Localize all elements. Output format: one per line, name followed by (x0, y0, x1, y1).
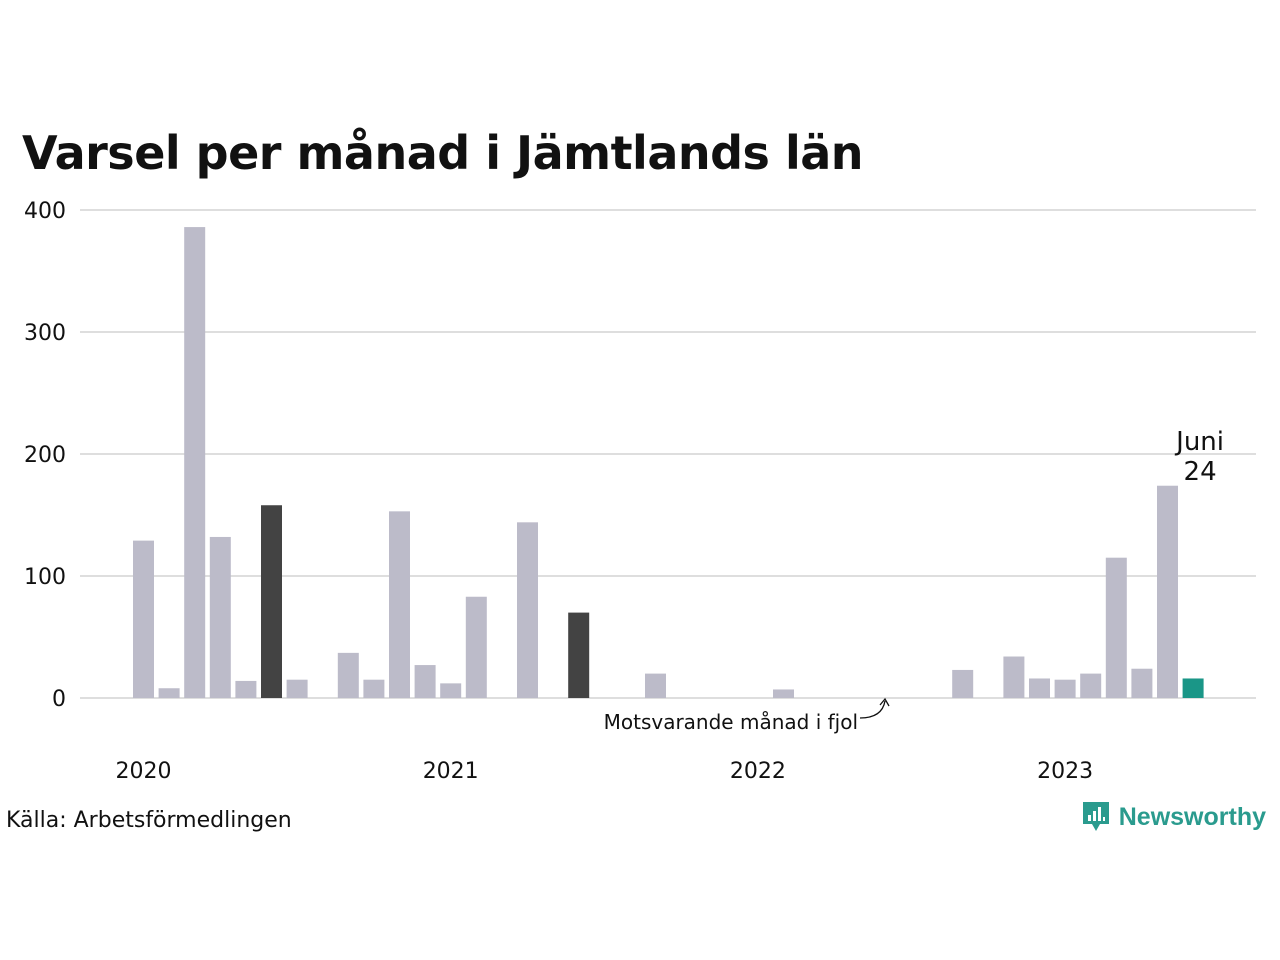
bar (465, 596, 487, 698)
bar (235, 680, 257, 698)
source-note: Källa: Arbetsförmedlingen (6, 808, 292, 833)
bar (337, 652, 359, 698)
x-tick-label: 2022 (730, 759, 786, 784)
y-axis-ticks: 0 100 200 300 400 (24, 199, 66, 712)
brand-name: Newsworthy (1118, 802, 1266, 831)
bar (1157, 485, 1178, 698)
bars (133, 227, 1204, 698)
bar (286, 679, 308, 698)
y-tick-label: 200 (24, 443, 66, 468)
y-tick-label: 0 (52, 687, 66, 712)
bar-highlight (1182, 678, 1204, 698)
bar (389, 511, 410, 698)
bar (440, 683, 462, 698)
bar (1105, 557, 1127, 698)
bar (568, 612, 590, 698)
x-tick-label: 2021 (423, 759, 479, 784)
bar (1029, 678, 1050, 698)
bar (952, 669, 974, 698)
bar (261, 505, 282, 698)
highlight-value-label: 24 (1184, 457, 1217, 487)
y-tick-label: 400 (24, 199, 66, 224)
annotation-arrow (859, 700, 886, 719)
x-axis-ticks: 2020 2021 2022 2023 (116, 759, 1094, 784)
bar (209, 536, 231, 698)
bar (1131, 668, 1153, 698)
y-tick-label: 100 (24, 565, 66, 590)
annotation-arrowhead (879, 697, 890, 707)
x-tick-label: 2023 (1037, 759, 1093, 784)
bar (158, 688, 180, 698)
y-tick-label: 300 (24, 321, 66, 346)
bar (773, 689, 794, 698)
bar (363, 679, 385, 698)
bar (184, 227, 206, 698)
bar (1003, 656, 1025, 698)
brand-logo: Newsworthy (1081, 800, 1266, 834)
bar (133, 540, 154, 698)
highlight-month-label: Juni (1174, 427, 1224, 457)
x-tick-label: 2020 (116, 759, 172, 784)
chart-title: Varsel per månad i Jämtlands län (22, 126, 864, 180)
bar (1054, 679, 1076, 698)
grid-lines (80, 209, 1256, 699)
newsworthy-logo-icon (1082, 802, 1109, 831)
bar (414, 665, 436, 698)
bar (645, 673, 666, 698)
same-month-annotation: Motsvarande månad i fjol (604, 710, 858, 734)
bar (517, 522, 538, 698)
bar (1080, 673, 1102, 698)
